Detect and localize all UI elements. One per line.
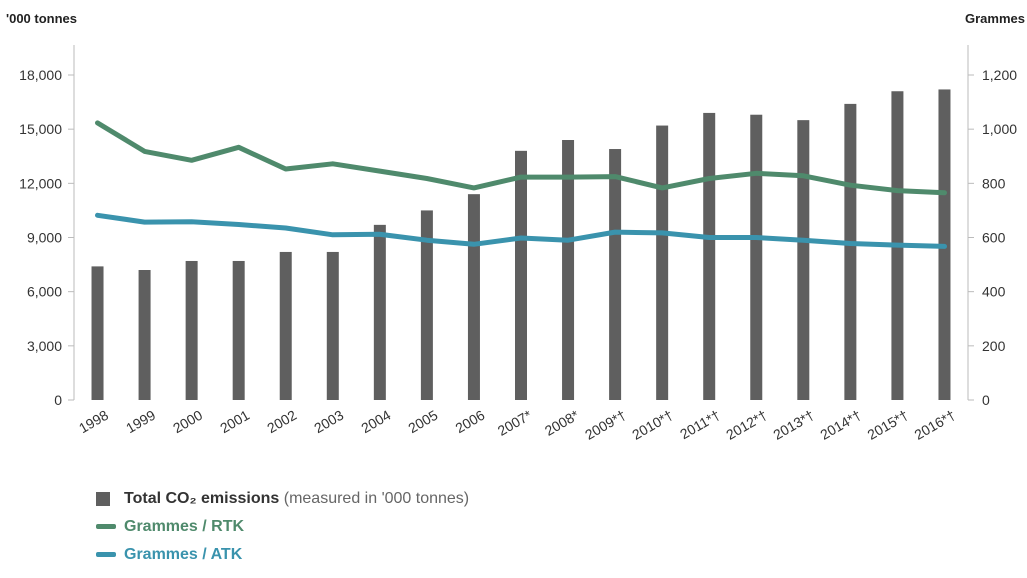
x-tick-label: 2012*† bbox=[723, 407, 769, 443]
x-tick-label: 2015*† bbox=[864, 407, 910, 443]
legend-label-rtk: Grammes / RTK bbox=[124, 518, 245, 535]
bar-total-co2 bbox=[279, 251, 292, 400]
right-axis-title: Grammes bbox=[965, 11, 1025, 26]
x-tick-label: 2013*† bbox=[770, 407, 816, 443]
bar-total-co2 bbox=[703, 112, 716, 401]
bar-total-co2 bbox=[609, 149, 622, 400]
left-tick-label: 18,000 bbox=[19, 67, 62, 83]
rtk-line-swatch-icon bbox=[96, 524, 116, 529]
x-tick-label: 2009*† bbox=[582, 407, 628, 443]
bar-total-co2 bbox=[656, 125, 669, 401]
x-tick-label: 2005 bbox=[405, 407, 440, 437]
bar-swatch-icon bbox=[96, 492, 110, 506]
right-tick-label: 400 bbox=[982, 284, 1006, 300]
x-tick-label: 1998 bbox=[76, 407, 111, 437]
x-tick-label: 2010*† bbox=[629, 407, 675, 443]
line-series bbox=[95, 120, 947, 249]
x-tick-label: 2002 bbox=[264, 407, 299, 437]
left-axis: 0 3,000 6,000 9,000 12,000 15,000 18,000 bbox=[19, 67, 74, 408]
x-axis: 1998 1999 2000 2001 2002 2003 2004 2005 2006 2007… bbox=[76, 406, 958, 442]
bar-series bbox=[91, 89, 951, 401]
x-tick-label: 2000 bbox=[170, 407, 205, 437]
bar-total-co2 bbox=[844, 103, 857, 400]
bar-total-co2 bbox=[562, 140, 575, 400]
bar-total-co2 bbox=[91, 266, 104, 400]
bar-total-co2 bbox=[138, 270, 151, 400]
bar-total-co2 bbox=[326, 251, 339, 400]
legend-label-atk: Grammes / ATK bbox=[124, 546, 243, 563]
left-tick-label: 6,000 bbox=[27, 284, 62, 300]
right-tick-label: 600 bbox=[982, 230, 1006, 246]
left-tick-label: 0 bbox=[54, 392, 62, 408]
left-tick-label: 3,000 bbox=[27, 338, 62, 354]
x-tick-label: 2011*† bbox=[677, 407, 723, 443]
right-tick-label: 0 bbox=[982, 392, 990, 408]
bar-total-co2 bbox=[373, 224, 386, 400]
right-tick-label: 800 bbox=[982, 175, 1006, 191]
left-tick-label: 15,000 bbox=[19, 121, 62, 137]
right-axis: 0 200 400 600 800 1,000 1,200 bbox=[968, 67, 1017, 408]
x-tick-label: 2006 bbox=[452, 407, 487, 437]
x-tick-label: 2008* bbox=[542, 406, 582, 438]
right-tick-label: 1,200 bbox=[982, 67, 1017, 83]
right-tick-label: 200 bbox=[982, 338, 1006, 354]
bar-total-co2 bbox=[797, 120, 810, 400]
x-tick-label: 2003 bbox=[311, 407, 346, 437]
x-tick-label: 2016*† bbox=[912, 407, 958, 443]
left-tick-label: 9,000 bbox=[27, 230, 62, 246]
x-tick-label: 2007* bbox=[495, 406, 535, 438]
legend-label-total-co2-note: (measured in '000 tonnes) bbox=[283, 490, 470, 507]
legend-label-total-co2: Total CO₂ emissions bbox=[124, 490, 280, 507]
right-tick-label: 1,000 bbox=[982, 121, 1017, 137]
x-tick-label: 2014*† bbox=[817, 407, 863, 443]
bar-total-co2 bbox=[185, 260, 198, 400]
bar-total-co2 bbox=[467, 194, 480, 400]
atk-line-swatch-icon bbox=[96, 552, 116, 557]
bar-total-co2 bbox=[232, 260, 245, 400]
bar-total-co2 bbox=[515, 150, 527, 400]
line-rtk bbox=[95, 120, 947, 196]
bar-total-co2 bbox=[750, 114, 763, 400]
left-tick-label: 12,000 bbox=[19, 175, 62, 191]
left-axis-title: '000 tonnes bbox=[6, 11, 77, 26]
bar-total-co2 bbox=[420, 210, 433, 400]
x-tick-label: 1999 bbox=[123, 407, 158, 437]
x-tick-label: 2001 bbox=[217, 407, 252, 437]
line-atk bbox=[95, 212, 947, 249]
x-tick-label: 2004 bbox=[358, 407, 393, 437]
